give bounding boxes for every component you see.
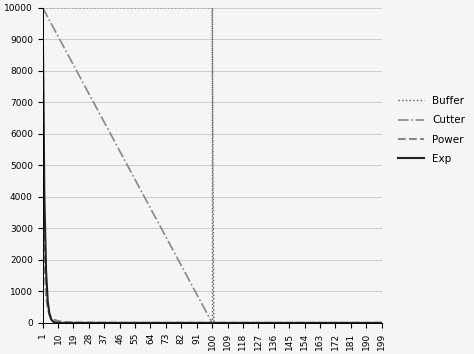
Buffer	[192, 6, 198, 10]
Exp	[213, 321, 219, 325]
Line: Exp: Exp	[43, 8, 382, 323]
Exp	[332, 321, 338, 325]
Power	[40, 21, 46, 25]
Exp	[367, 321, 373, 325]
Cutter	[161, 232, 167, 236]
Power	[379, 321, 384, 325]
Buffer	[40, 6, 46, 10]
Cutter	[334, 321, 340, 325]
Power	[367, 321, 373, 325]
Buffer	[334, 321, 340, 325]
Line: Buffer: Buffer	[43, 8, 382, 323]
Buffer	[355, 321, 360, 325]
Power	[161, 321, 167, 325]
Power	[332, 321, 338, 325]
Cutter	[40, 6, 46, 10]
Cutter	[192, 289, 198, 293]
Exp	[40, 6, 46, 10]
Buffer	[214, 321, 220, 325]
Exp	[161, 321, 167, 325]
Buffer	[211, 321, 217, 325]
Legend: Buffer, Cutter, Power, Exp: Buffer, Cutter, Power, Exp	[393, 92, 469, 168]
Cutter	[214, 321, 220, 325]
Power	[192, 321, 198, 325]
Buffer	[161, 6, 167, 10]
Buffer	[379, 321, 384, 325]
Cutter	[379, 321, 384, 325]
Cutter	[355, 321, 360, 325]
Line: Power: Power	[43, 23, 382, 323]
Exp	[192, 321, 198, 325]
Power	[213, 321, 219, 325]
Buffer	[368, 321, 374, 325]
Line: Cutter: Cutter	[43, 8, 382, 323]
Exp	[353, 321, 359, 325]
Cutter	[368, 321, 374, 325]
Power	[353, 321, 359, 325]
Exp	[379, 321, 384, 325]
Cutter	[209, 321, 215, 325]
